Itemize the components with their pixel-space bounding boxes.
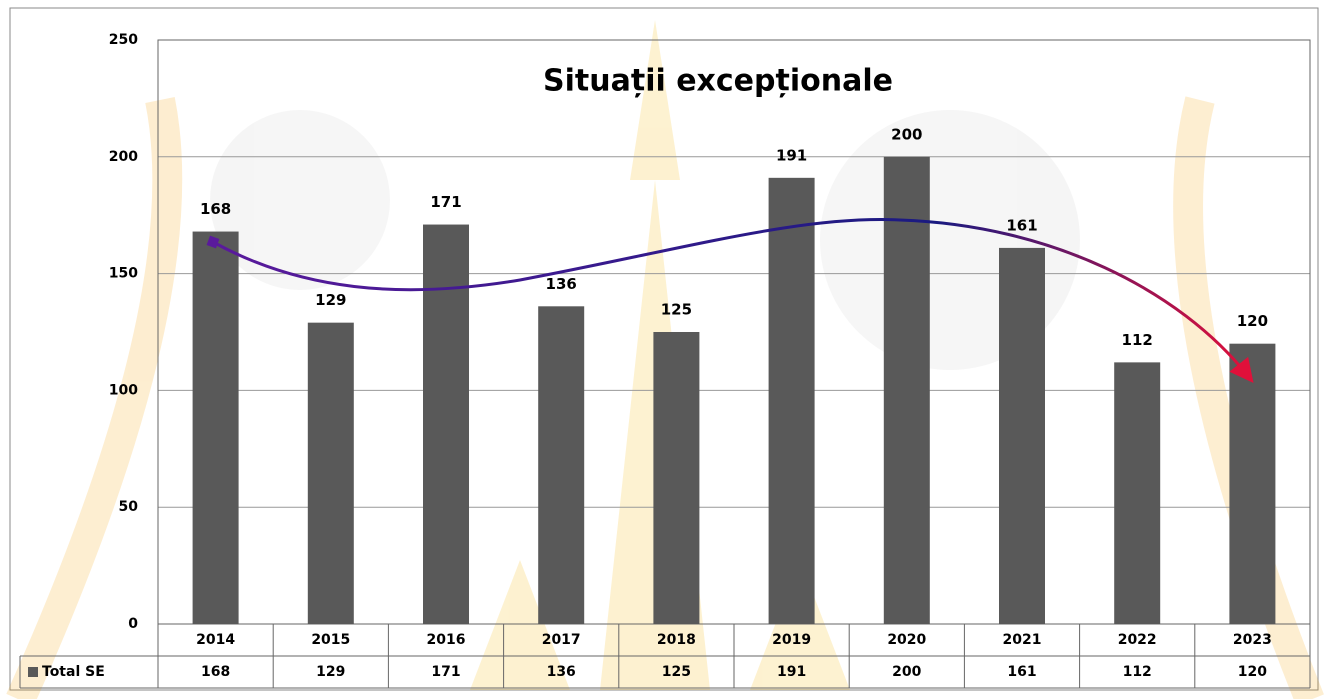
chart-title: Situații excepționale (543, 64, 893, 99)
bar (423, 224, 469, 624)
data-label: 129 (315, 291, 346, 309)
data-label: 168 (200, 200, 231, 218)
x-tick-label: 2016 (427, 632, 466, 648)
bar (999, 247, 1045, 625)
table-value: 171 (431, 664, 460, 680)
data-label: 112 (1122, 331, 1153, 349)
data-label: 120 (1237, 312, 1268, 330)
y-tick-label: 100 (109, 382, 138, 398)
y-tick-label: 0 (128, 616, 138, 632)
y-tick-label: 200 (109, 149, 138, 165)
table-value: 161 (1007, 664, 1036, 680)
data-label: 191 (776, 146, 807, 164)
data-label: 200 (891, 125, 922, 143)
y-tick-label: 150 (109, 266, 138, 282)
bar (192, 231, 239, 624)
x-tick-label: 2018 (657, 632, 696, 648)
bar (653, 332, 700, 624)
y-tick-label: 250 (109, 32, 138, 48)
data-label: 136 (546, 275, 577, 293)
bar (538, 306, 585, 624)
bar (768, 177, 815, 624)
table-value: 120 (1238, 664, 1267, 680)
legend-label: Total SE (42, 664, 105, 680)
y-tick-label: 50 (119, 499, 139, 515)
plot-area (157, 39, 1311, 625)
x-tick-label: 2014 (196, 632, 235, 648)
bar (1114, 362, 1161, 624)
trend-arrow (212, 218, 1254, 384)
x-tick-label: 2022 (1118, 632, 1157, 648)
x-tick-label: 2015 (311, 632, 350, 648)
bar (307, 322, 354, 624)
x-tick-label: 2017 (542, 632, 581, 648)
data-label: 125 (661, 301, 692, 319)
trend-start (206, 235, 220, 249)
x-tick-label: 2020 (887, 632, 926, 648)
table-value: 129 (316, 664, 345, 680)
data-label: 161 (1006, 216, 1037, 234)
table-value: 136 (547, 664, 576, 680)
table-value: 191 (777, 664, 806, 680)
legend-swatch (28, 667, 38, 677)
table-value: 200 (892, 664, 921, 680)
x-tick-label: 2023 (1233, 632, 1272, 648)
table-value: 125 (662, 664, 691, 680)
data-label: 171 (430, 193, 461, 211)
x-tick-label: 2019 (772, 632, 811, 648)
x-tick-label: 2021 (1003, 632, 1042, 648)
table-value: 112 (1123, 664, 1152, 680)
bar (883, 156, 930, 625)
table-value: 168 (201, 664, 230, 680)
bar (1229, 343, 1276, 624)
